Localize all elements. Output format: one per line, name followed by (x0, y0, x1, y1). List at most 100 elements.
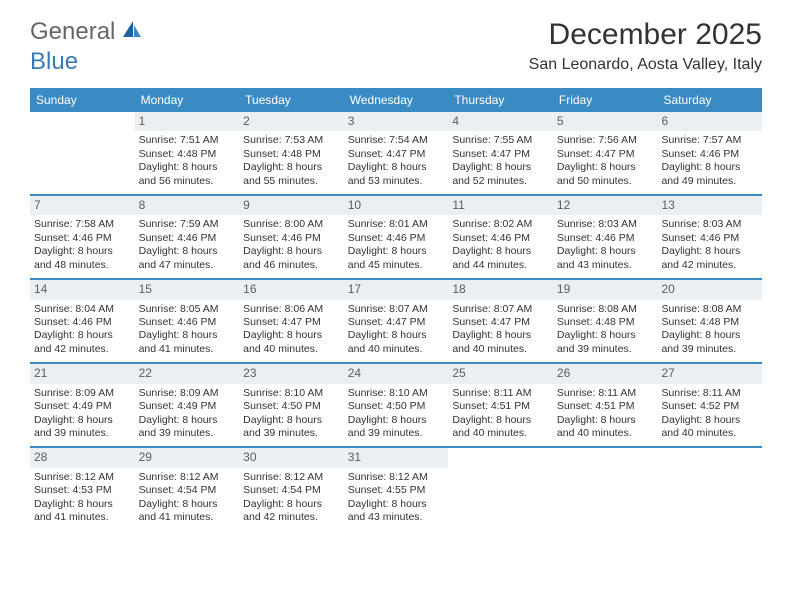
daylight-text: Daylight: 8 hours and 42 minutes. (661, 245, 758, 272)
sunrise-text: Sunrise: 8:11 AM (661, 387, 758, 400)
sunrise-text: Sunrise: 8:08 AM (661, 303, 758, 316)
location-subtitle: San Leonardo, Aosta Valley, Italy (529, 56, 762, 74)
calendar-cell: 24 Sunrise: 8:10 AMSunset: 4:50 PMDayligh… (344, 364, 449, 446)
calendar-cell: 12Sunrise: 8:03 AMSunset: 4:46 PMDayligh… (553, 196, 658, 278)
daylight-text: Daylight: 8 hours and 40 minutes. (452, 329, 549, 356)
sunset-text: Sunset: 4:48 PM (243, 148, 340, 161)
sunset-text: Sunset: 4:47 PM (557, 148, 654, 161)
day-number: 14 (30, 280, 135, 299)
sunrise-text: Sunrise: 7:59 AM (139, 218, 236, 231)
calendar-cell: 27Sunrise: 8:11 AMSunset: 4:52 PMDayligh… (657, 364, 762, 446)
day-number: 11 (448, 196, 553, 215)
day-number: 12 (553, 196, 658, 215)
day-number: 10 (344, 196, 449, 215)
sunset-text: Sunset: 4:54 PM (139, 484, 236, 497)
sunrise-text: Sunrise: 8:10 AM (243, 387, 340, 400)
calendar-cell: 7Sunrise: 7:58 AMSunset: 4:46 PMDaylight… (30, 196, 135, 278)
daylight-text: Daylight: 8 hours and 42 minutes. (243, 498, 340, 525)
calendar-cell: 13Sunrise: 8:03 AMSunset: 4:46 PMDayligh… (657, 196, 762, 278)
day-header: Wednesday (344, 88, 449, 112)
day-number: 24 (344, 364, 449, 383)
calendar-cell: 5Sunrise: 7:56 AMSunset: 4:47 PMDaylight… (553, 112, 658, 194)
sunrise-text: Sunrise: 7:56 AM (557, 134, 654, 147)
day-number: 15 (135, 280, 240, 299)
sunset-text: Sunset: 4:54 PM (243, 484, 340, 497)
calendar-cell (553, 448, 658, 530)
sunrise-text: Sunrise: 8:01 AM (348, 218, 445, 231)
calendar-cell (448, 448, 553, 530)
daylight-text: Daylight: 8 hours and 39 minutes. (661, 329, 758, 356)
daylight-text: Daylight: 8 hours and 41 minutes. (139, 329, 236, 356)
day-number: 19 (553, 280, 658, 299)
logo: General (30, 18, 147, 46)
daylight-text: Daylight: 8 hours and 40 minutes. (243, 329, 340, 356)
sunrise-text: Sunrise: 8:12 AM (243, 471, 340, 484)
day-header: Thursday (448, 88, 553, 112)
sunset-text: Sunset: 4:49 PM (34, 400, 131, 413)
sunset-text: Sunset: 4:49 PM (139, 400, 236, 413)
sunrise-text: Sunrise: 7:54 AM (348, 134, 445, 147)
calendar-cell: 14 Sunrise: 8:04 AMSunset: 4:46 PMDayligh… (30, 280, 135, 362)
sunset-text: Sunset: 4:46 PM (34, 232, 131, 245)
sunset-text: Sunset: 4:50 PM (243, 400, 340, 413)
sunset-text: Sunset: 4:46 PM (139, 316, 236, 329)
daylight-text: Daylight: 8 hours and 52 minutes. (452, 161, 549, 188)
calendar-cell: 1Sunrise: 7:51 AMSunset: 4:48 PMDaylight… (135, 112, 240, 194)
calendar-cell: 25Sunrise: 8:11 AMSunset: 4:51 PMDayligh… (448, 364, 553, 446)
sunset-text: Sunset: 4:51 PM (452, 400, 549, 413)
sunset-text: Sunset: 4:46 PM (243, 232, 340, 245)
daylight-text: Daylight: 8 hours and 40 minutes. (348, 329, 445, 356)
sunset-text: Sunset: 4:47 PM (452, 148, 549, 161)
calendar-cell (30, 112, 135, 194)
sunrise-text: Sunrise: 8:00 AM (243, 218, 340, 231)
day-header: Tuesday (239, 88, 344, 112)
daylight-text: Daylight: 8 hours and 39 minutes. (348, 414, 445, 441)
daylight-text: Daylight: 8 hours and 46 minutes. (243, 245, 340, 272)
daylight-text: Daylight: 8 hours and 39 minutes. (243, 414, 340, 441)
day-number: 13 (657, 196, 762, 215)
month-title: December 2025 (529, 18, 762, 52)
daylight-text: Daylight: 8 hours and 50 minutes. (557, 161, 654, 188)
sunset-text: Sunset: 4:48 PM (557, 316, 654, 329)
calendar-cell: 26Sunrise: 8:11 AMSunset: 4:51 PMDayligh… (553, 364, 658, 446)
daylight-text: Daylight: 8 hours and 55 minutes. (243, 161, 340, 188)
day-header: Saturday (657, 88, 762, 112)
day-number: 25 (448, 364, 553, 383)
day-number: 20 (657, 280, 762, 299)
day-number: 4 (448, 112, 553, 131)
calendar-cell (657, 448, 762, 530)
day-number: 29 (135, 448, 240, 467)
sunset-text: Sunset: 4:51 PM (557, 400, 654, 413)
sunrise-text: Sunrise: 8:12 AM (34, 471, 131, 484)
daylight-text: Daylight: 8 hours and 45 minutes. (348, 245, 445, 272)
calendar-cell: 30Sunrise: 8:12 AMSunset: 4:54 PMDayligh… (239, 448, 344, 530)
sunset-text: Sunset: 4:47 PM (348, 148, 445, 161)
sunset-text: Sunset: 4:53 PM (34, 484, 131, 497)
sunset-text: Sunset: 4:46 PM (34, 316, 131, 329)
daylight-text: Daylight: 8 hours and 42 minutes. (34, 329, 131, 356)
sunset-text: Sunset: 4:50 PM (348, 400, 445, 413)
day-number: 9 (239, 196, 344, 215)
logo-sail-icon (121, 18, 145, 46)
sunrise-text: Sunrise: 7:55 AM (452, 134, 549, 147)
daylight-text: Daylight: 8 hours and 39 minutes. (557, 329, 654, 356)
calendar-cell: 18Sunrise: 8:07 AMSunset: 4:47 PMDayligh… (448, 280, 553, 362)
calendar-cell: 15 Sunrise: 8:05 AMSunset: 4:46 PMDayligh… (135, 280, 240, 362)
sunrise-text: Sunrise: 7:57 AM (661, 134, 758, 147)
sunrise-text: Sunrise: 8:04 AM (34, 303, 131, 316)
calendar-cell: 28Sunrise: 8:12 AMSunset: 4:53 PMDayligh… (30, 448, 135, 530)
sunset-text: Sunset: 4:47 PM (243, 316, 340, 329)
daylight-text: Daylight: 8 hours and 39 minutes. (34, 414, 131, 441)
daylight-text: Daylight: 8 hours and 39 minutes. (139, 414, 236, 441)
calendar-cell: 19Sunrise: 8:08 AMSunset: 4:48 PMDayligh… (553, 280, 658, 362)
sunrise-text: Sunrise: 7:58 AM (34, 218, 131, 231)
sunrise-text: Sunrise: 8:07 AM (348, 303, 445, 316)
sunrise-text: Sunrise: 8:10 AM (348, 387, 445, 400)
daylight-text: Daylight: 8 hours and 40 minutes. (557, 414, 654, 441)
logo-text-general: General (30, 18, 115, 46)
sunset-text: Sunset: 4:47 PM (348, 316, 445, 329)
day-number: 2 (239, 112, 344, 131)
sunrise-text: Sunrise: 8:07 AM (452, 303, 549, 316)
sunrise-text: Sunrise: 8:05 AM (139, 303, 236, 316)
sunrise-text: Sunrise: 8:12 AM (139, 471, 236, 484)
